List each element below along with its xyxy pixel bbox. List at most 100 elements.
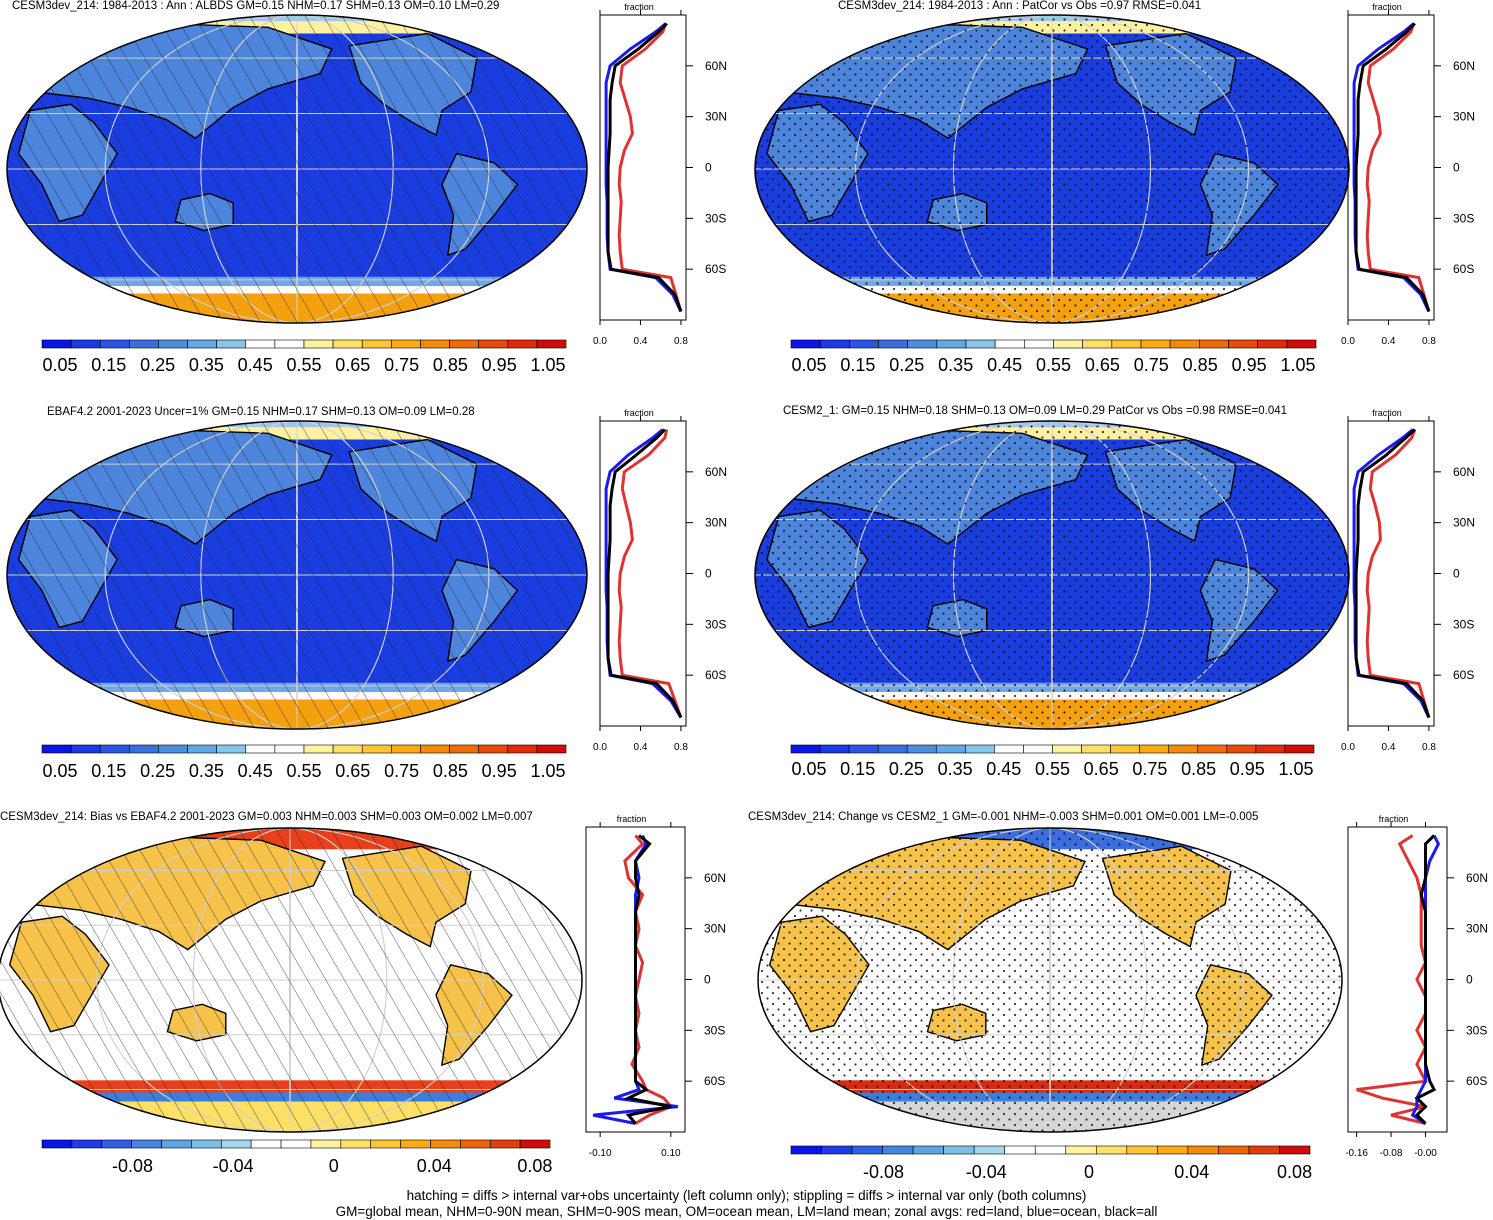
- panel-title: CESM3dev_214: 1984-2013 : Ann : ALBDS GM…: [12, 0, 500, 12]
- colorbar-swatch: [250, 1139, 282, 1149]
- colorbar-swatch: [370, 1139, 401, 1149]
- colorbar-swatch: [1168, 744, 1199, 754]
- colorbar-swatch: [1095, 1145, 1128, 1155]
- colorbar-swatch: [994, 339, 1025, 349]
- zonal-lat-label: 30S: [1466, 1023, 1487, 1037]
- colorbar-label: -0.04: [213, 1156, 254, 1176]
- zonal-lat-label: 0: [1453, 567, 1460, 581]
- colorbar-label: 1.05: [530, 355, 565, 375]
- colorbar-swatch: [1228, 339, 1258, 349]
- zonal-lat-label: 0: [1466, 973, 1473, 987]
- panel-title: CESM2_1: GM=0.15 NHM=0.18 SHM=0.13 OM=0.…: [783, 405, 1288, 417]
- zonal-lat-label: 60S: [1466, 1074, 1487, 1088]
- colorbar-swatch: [478, 339, 509, 349]
- colorbar-swatch: [460, 1139, 491, 1149]
- colorbar-label: 1.05: [1280, 355, 1315, 375]
- colorbar-swatch: [994, 744, 1024, 754]
- colorbar-label: 0.55: [286, 355, 321, 375]
- colorbar-swatch: [819, 744, 850, 754]
- colorbar-swatch: [70, 744, 101, 754]
- colorbar-swatch: [1052, 744, 1082, 754]
- zonal-xtick-label: 0.4: [634, 742, 648, 753]
- zonal-line-all: [623, 834, 672, 1125]
- zonal-lat-label: 30N: [1466, 922, 1488, 936]
- map-model-abs: [6, 14, 588, 324]
- colorbar-swatch: [851, 1145, 883, 1155]
- colorbar-swatch: [936, 339, 967, 349]
- colorbar-label: 0.85: [1181, 759, 1216, 779]
- zonal-xtick-label: 0.8: [674, 336, 688, 347]
- colorbar-swatch: [70, 339, 101, 349]
- zonal-xtick-label: 0.8: [1422, 742, 1436, 753]
- zonal-line-land: [1356, 834, 1428, 1125]
- zonal-lat-label: 60S: [1453, 262, 1474, 276]
- zonal-xtick-label: 0.10: [661, 1148, 681, 1159]
- colorbar-swatch: [216, 339, 247, 349]
- colorbar-swatch: [187, 744, 217, 754]
- colorbar-swatch: [187, 339, 217, 349]
- zonal-xtick-label: 0.0: [593, 336, 607, 347]
- zonal-xtick-label: 0.0: [1341, 336, 1355, 347]
- colorbar-label: 0.95: [482, 761, 517, 781]
- colorbar-swatch: [158, 339, 188, 349]
- colorbar-swatch: [1187, 1145, 1219, 1155]
- zonal-lat-label: 60N: [705, 465, 727, 479]
- zonal-lat-label: 30S: [1453, 211, 1474, 225]
- zonal-line-ocean: [604, 428, 683, 719]
- zonal-xtick-label: 0.8: [674, 742, 688, 753]
- colorbar-swatch: [245, 339, 276, 349]
- continent-greenland: [1264, 435, 1315, 465]
- colorbar-swatch: [1004, 1145, 1036, 1155]
- continent-greenland: [504, 435, 554, 465]
- colorbar-swatch: [71, 1139, 103, 1149]
- zonal-plot-model-cor: fraction 0.0 0.4 0.8 60N 30N 0 30S 60S: [1341, 2, 1475, 347]
- colorbar-swatch: [303, 339, 334, 349]
- colorbar-swatch: [878, 339, 908, 349]
- colorbar-label: 0.35: [938, 759, 973, 779]
- zonal-line-land: [1365, 428, 1431, 718]
- zonal-line-all: [1354, 428, 1431, 719]
- colorbar-label: -0.04: [966, 1162, 1007, 1182]
- zonal-lat-label: 60N: [705, 59, 727, 73]
- zonal-xtick-label: 0.4: [1382, 742, 1396, 753]
- colorbar-label: 0.25: [140, 761, 175, 781]
- colorbar-label: 0: [1084, 1162, 1094, 1182]
- zonal-line-land: [623, 834, 674, 1125]
- colorbar-swatch: [1082, 339, 1113, 349]
- map-model-cor: [754, 14, 1350, 324]
- colorbar-label: 0.65: [335, 761, 370, 781]
- colorbar-swatch: [489, 1139, 521, 1149]
- zonal-line-all: [606, 428, 683, 719]
- colorbar-swatch: [41, 1139, 73, 1149]
- colorbar-label: 0.65: [1085, 355, 1120, 375]
- zonal-lat-label: 60N: [704, 871, 726, 885]
- colorbar-swatch: [1218, 1145, 1250, 1155]
- colorbar-swatch: [507, 744, 538, 754]
- colorbar-swatch: [220, 1139, 252, 1149]
- colorbar-label: 0: [329, 1156, 339, 1176]
- colorbar-model-abs: 0.05 0.15 0.25 0.35 0.45 0.55 0.65 0.75 0.85 0.95…: [41, 339, 567, 375]
- colorbar-swatch: [161, 1139, 192, 1149]
- zonal-lat-label: 0: [1453, 161, 1460, 175]
- colorbar-swatch: [1053, 339, 1083, 349]
- zonal-xtick-label: -0.00: [1414, 1148, 1437, 1159]
- colorbar-label: 0.85: [433, 761, 468, 781]
- colorbar-label: 0.15: [840, 759, 875, 779]
- colorbar-swatch: [906, 744, 937, 754]
- colorbar-swatch: [1286, 339, 1317, 349]
- continent-greenland: [498, 842, 548, 872]
- colorbar-swatch: [1248, 1145, 1280, 1155]
- zonal-lat-label: 30N: [1453, 110, 1475, 124]
- zonal-header: fraction: [1372, 2, 1402, 12]
- colorbar-swatch: [965, 744, 995, 754]
- colorbar-swatch: [216, 744, 247, 754]
- colorbar-label: 0.35: [938, 355, 973, 375]
- colorbar-label: 0.45: [986, 759, 1021, 779]
- zonal-xtick-label: -0.08: [1380, 1148, 1403, 1159]
- map-border: [754, 420, 1350, 730]
- zonal-line-ocean: [604, 22, 683, 313]
- colorbar-label: 0.75: [384, 761, 419, 781]
- colorbar-swatch: [99, 339, 130, 349]
- colorbar-swatch: [274, 339, 305, 349]
- colorbar-swatch: [1139, 744, 1170, 754]
